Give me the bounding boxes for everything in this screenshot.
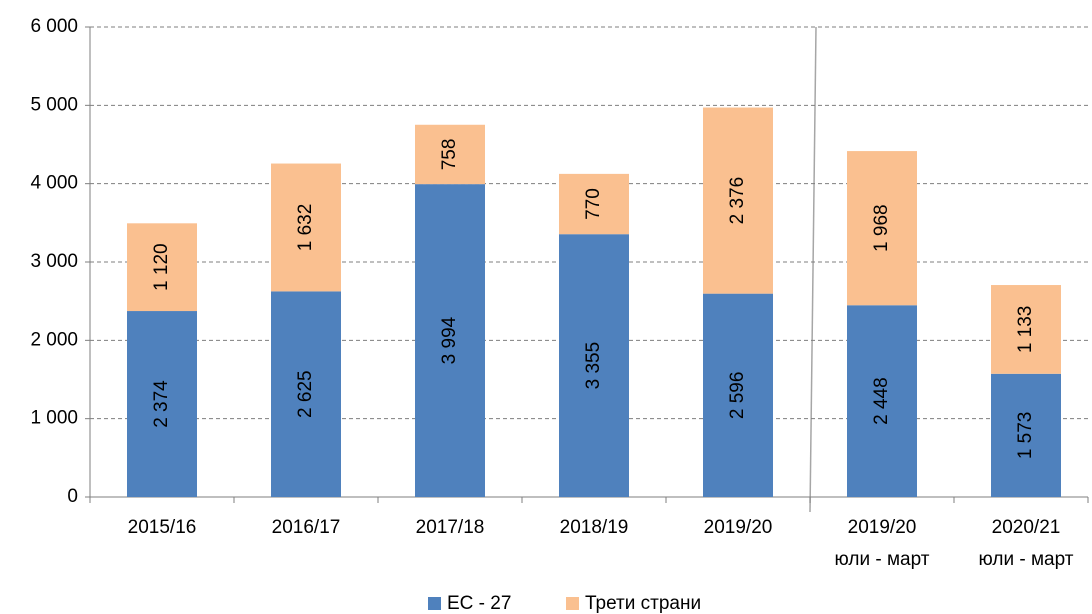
bar-segment <box>559 234 629 498</box>
value-label: 1 120 <box>151 243 172 291</box>
period-separator <box>809 26 817 513</box>
legend-label: Трети страни <box>585 593 701 614</box>
bar-segment <box>991 285 1061 374</box>
bar-segment <box>271 291 341 497</box>
value-label: 1 573 <box>1015 412 1036 460</box>
bar-segment <box>415 184 485 498</box>
x-tick-label: 2020/21 <box>992 517 1061 538</box>
legend-swatch <box>428 597 441 610</box>
y-tick-label: 0 <box>67 486 78 507</box>
value-label: 2 376 <box>727 177 748 225</box>
y-tick-label: 4 000 <box>30 173 78 194</box>
value-label: 1 968 <box>871 204 892 252</box>
bar-segment <box>271 163 341 292</box>
value-label: 758 <box>439 139 460 171</box>
bar-segment <box>415 124 485 185</box>
bar-segment <box>703 293 773 497</box>
value-label: 3 355 <box>583 342 604 390</box>
y-tick-label: 2 000 <box>30 329 78 350</box>
value-label: 2 625 <box>295 370 316 418</box>
y-tick-label: 5 000 <box>30 94 78 115</box>
legend-swatch <box>566 597 579 610</box>
x-tick-label: юли - март <box>835 549 930 570</box>
bar-segment <box>559 173 629 235</box>
bar-segment <box>847 151 917 306</box>
value-label: 2 374 <box>151 380 172 428</box>
y-tick-label: 1 000 <box>30 408 78 429</box>
bar-segment <box>127 223 197 312</box>
value-label: 1 133 <box>1015 306 1036 354</box>
bar-segment <box>127 311 197 497</box>
y-tick-label: 6 000 <box>30 16 78 37</box>
bar-segment <box>703 107 773 294</box>
x-tick-label: 2019/20 <box>848 517 917 538</box>
value-label: 3 994 <box>439 316 460 364</box>
x-tick-label: 2017/18 <box>416 517 485 538</box>
value-label: 1 632 <box>295 204 316 252</box>
value-label: 770 <box>583 188 604 220</box>
x-tick-label: 2016/17 <box>272 517 341 538</box>
x-tick-label: 2015/16 <box>128 517 197 538</box>
y-tick-label: 3 000 <box>30 251 78 272</box>
x-tick-label: юли - март <box>979 549 1074 570</box>
value-label: 2 596 <box>727 372 748 420</box>
x-tick-label: 2018/19 <box>560 517 629 538</box>
bar-segment <box>991 373 1061 497</box>
x-tick-label: 2019/20 <box>704 517 773 538</box>
legend-label: ЕС - 27 <box>447 593 511 614</box>
bar-segment <box>847 305 917 497</box>
value-label: 2 448 <box>871 377 892 425</box>
